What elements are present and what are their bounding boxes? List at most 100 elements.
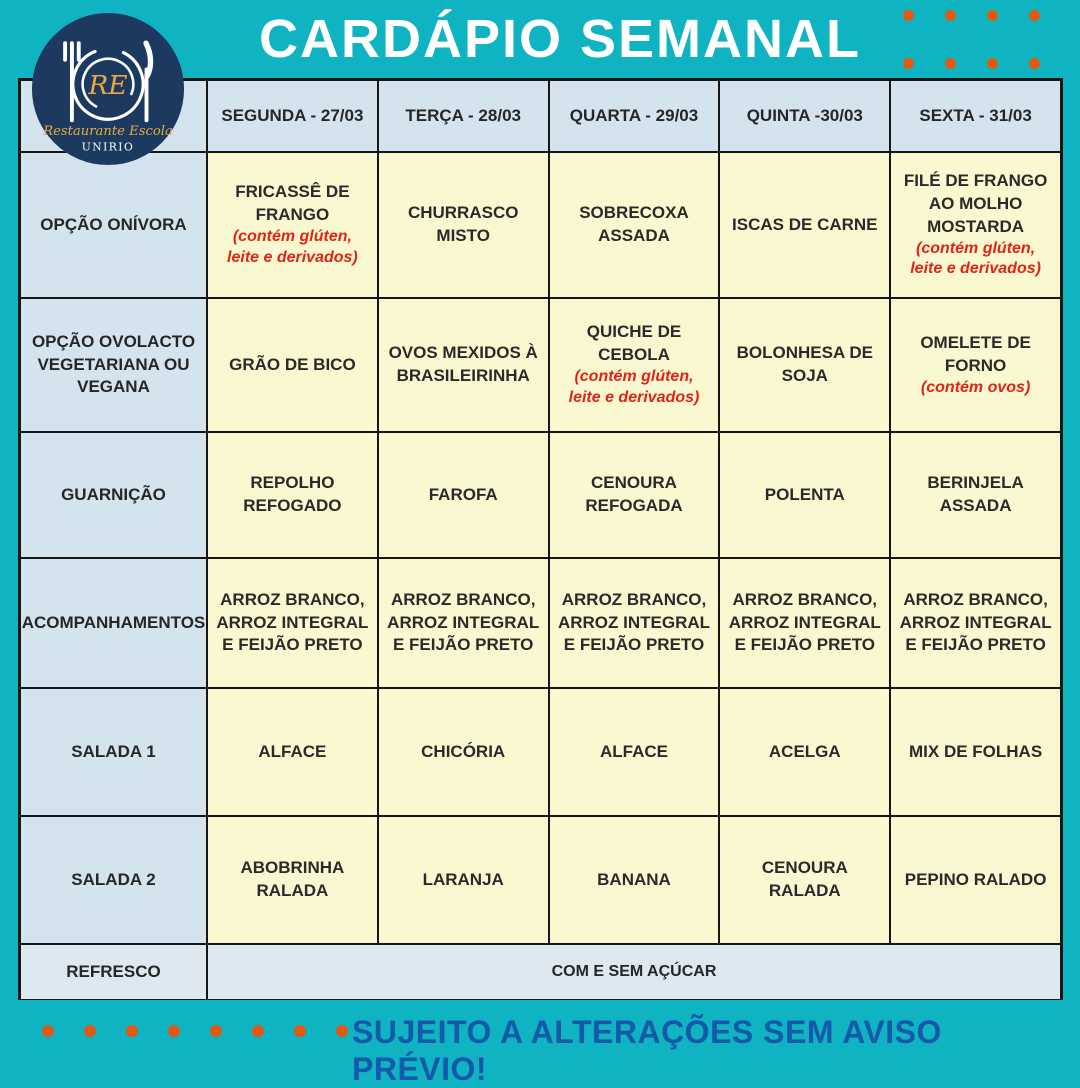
logo-org: UNIRIO xyxy=(82,140,135,153)
dot-icon xyxy=(945,10,956,21)
menu-cell: REPOLHO REFOGADO xyxy=(208,433,377,557)
row-label-onivora: OPÇÃO ONÍVORA xyxy=(21,153,206,297)
dish-name: OVOS MEXIDOS À BRASILEIRINHA xyxy=(388,343,538,385)
dot-icon xyxy=(945,58,956,69)
dish-name: FAROFA xyxy=(428,484,498,504)
dot-icon xyxy=(84,1025,96,1037)
dot-grid-top xyxy=(903,10,1040,69)
dish-name: MIX DE FOLHAS xyxy=(909,741,1043,761)
menu-cell: ACELGA xyxy=(720,689,890,815)
disclaimer-text: SUJEITO A ALTERAÇÕES SEM AVISO PRÉVIO! xyxy=(352,1014,942,1087)
menu-cell: FAROFA xyxy=(378,433,548,557)
day-header-friday: SEXTA - 31/03 xyxy=(891,81,1060,151)
plate-icon xyxy=(71,47,145,121)
dish-name: ACELGA xyxy=(768,741,841,761)
dot-icon xyxy=(987,58,998,69)
dish-name: ARROZ BRANCO, ARROZ INTEGRAL E FEIJÃO PR… xyxy=(387,589,540,655)
dish-name: BANANA xyxy=(597,869,671,889)
row-label-ovolacto: OPÇÃO OVOLACTO VEGETARIANA OU VEGANA xyxy=(21,299,206,431)
dish-name: REPOLHO REFOGADO xyxy=(243,473,342,515)
dish-name: SOBRECOXA ASSADA xyxy=(579,203,689,245)
menu-cell: ABOBRINHA RALADA xyxy=(208,817,377,943)
dish-name: ISCAS DE CARNE xyxy=(732,214,878,234)
dot-icon xyxy=(336,1025,348,1037)
menu-cell: OMELETE DE FORNO (contém ovos) xyxy=(891,299,1060,431)
menu-cell: ARROZ BRANCO, ARROZ INTEGRAL E FEIJÃO PR… xyxy=(378,559,548,687)
menu-cell: ALFACE xyxy=(208,689,377,815)
weekly-menu-table: SEGUNDA - 27/03 TERÇA - 28/03 QUARTA - 2… xyxy=(18,78,1063,1000)
restaurant-logo: RE Restaurante Escola UNIRIO xyxy=(31,12,185,166)
row-label-salada1: SALADA 1 xyxy=(21,689,206,815)
menu-cell: PEPINO RALADO xyxy=(891,817,1060,943)
menu-cell: ARROZ BRANCO, ARROZ INTEGRAL E FEIJÃO PR… xyxy=(720,559,890,687)
allergen-note: (contém glúten, leite e derivados) xyxy=(227,228,358,266)
menu-cell: ALFACE xyxy=(549,689,719,815)
logo-name: Restaurante Escola xyxy=(42,124,173,139)
menu-cell: BOLONHESA DE SOJA xyxy=(720,299,890,431)
allergen-note: (contém glúten, leite e derivados) xyxy=(568,368,700,406)
menu-cell: SOBRECOXA ASSADA xyxy=(549,153,719,297)
day-header-thursday: QUINTA -30/03 xyxy=(720,81,890,151)
allergen-note: (contém glúten, leite e derivados) xyxy=(910,239,1041,278)
dish-name: BOLONHESA DE SOJA xyxy=(736,343,873,385)
dish-name: PEPINO RALADO xyxy=(904,869,1047,889)
refresco-value: COM E SEM AÇÚCAR xyxy=(551,963,717,980)
dish-name: ALFACE xyxy=(599,741,668,761)
dish-name: FILÉ DE FRANGO AO MOLHO MOSTARDA xyxy=(903,170,1048,236)
page-title: CARDÁPIO SEMANAL xyxy=(258,9,861,69)
logo-initials: RE xyxy=(87,71,127,101)
dish-name: CHURRASCO MISTO xyxy=(407,203,519,245)
dish-name: CHICÓRIA xyxy=(421,741,506,761)
menu-cell: QUICHE DE CEBOLA (contém glúten, leite e… xyxy=(549,299,719,431)
dot-icon xyxy=(987,10,998,21)
menu-cell: CENOURA REFOGADA xyxy=(549,433,719,557)
dish-name: ARROZ BRANCO, ARROZ INTEGRAL E FEIJÃO PR… xyxy=(899,589,1052,655)
menu-cell: ARROZ BRANCO, ARROZ INTEGRAL E FEIJÃO PR… xyxy=(549,559,719,687)
menu-cell: FRICASSÊ DE FRANGO (contém glúten, leite… xyxy=(208,153,377,297)
dish-name: ARROZ BRANCO, ARROZ INTEGRAL E FEIJÃO PR… xyxy=(728,589,881,655)
day-header-wednesday: QUARTA - 29/03 xyxy=(549,81,719,151)
menu-cell: CHICÓRIA xyxy=(378,689,548,815)
knife-icon xyxy=(143,40,154,123)
day-header-monday: SEGUNDA - 27/03 xyxy=(208,81,377,151)
dot-icon xyxy=(1029,10,1040,21)
dot-icon xyxy=(294,1025,306,1037)
dish-name: QUICHE DE CEBOLA xyxy=(586,322,682,365)
dot-icon xyxy=(42,1025,54,1037)
dish-name: POLENTA xyxy=(764,484,845,504)
dish-name: LARANJA xyxy=(422,869,504,889)
menu-cell: BANANA xyxy=(549,817,719,943)
row-label-acompanhamentos: ACOMPANHAMENTOS xyxy=(21,559,206,687)
menu-cell: CHURRASCO MISTO xyxy=(378,153,548,297)
menu-cell: BERINJELA ASSADA xyxy=(891,433,1060,557)
row-label-refresco: REFRESCO xyxy=(21,945,206,999)
dish-name: CENOURA RALADA xyxy=(761,858,848,900)
dot-icon xyxy=(252,1025,264,1037)
menu-cell: GRÃO DE BICO xyxy=(208,299,377,431)
menu-cell: ARROZ BRANCO, ARROZ INTEGRAL E FEIJÃO PR… xyxy=(891,559,1060,687)
day-header-tuesday: TERÇA - 28/03 xyxy=(378,81,548,151)
allergen-note: (contém ovos) xyxy=(920,378,1031,396)
dot-grid-bottom xyxy=(42,1025,348,1037)
dish-name: OMELETE DE FORNO xyxy=(920,332,1031,375)
dish-name: ABOBRINHA RALADA xyxy=(240,858,345,900)
dish-name: ARROZ BRANCO, ARROZ INTEGRAL E FEIJÃO PR… xyxy=(557,589,711,655)
dot-icon xyxy=(126,1025,138,1037)
dot-icon xyxy=(210,1025,222,1037)
dish-name: GRÃO DE BICO xyxy=(229,354,356,374)
dish-name: CENOURA REFOGADA xyxy=(585,473,683,515)
dot-icon xyxy=(168,1025,180,1037)
dot-icon xyxy=(903,10,914,21)
dish-name: BERINJELA ASSADA xyxy=(927,473,1024,515)
dot-icon xyxy=(1029,58,1040,69)
menu-cell: FILÉ DE FRANGO AO MOLHO MOSTARDA (contém… xyxy=(891,153,1060,297)
menu-cell: MIX DE FOLHAS xyxy=(891,689,1060,815)
dish-name: ARROZ BRANCO, ARROZ INTEGRAL E FEIJÃO PR… xyxy=(216,589,369,655)
menu-cell: POLENTA xyxy=(720,433,890,557)
menu-cell: OVOS MEXIDOS À BRASILEIRINHA xyxy=(378,299,548,431)
refresco-value-cell: COM E SEM AÇÚCAR xyxy=(208,945,1060,999)
menu-cell: ISCAS DE CARNE xyxy=(720,153,890,297)
dot-icon xyxy=(903,58,914,69)
row-label-salada2: SALADA 2 xyxy=(21,817,206,943)
row-label-guarnicao: GUARNIÇÃO xyxy=(21,433,206,557)
